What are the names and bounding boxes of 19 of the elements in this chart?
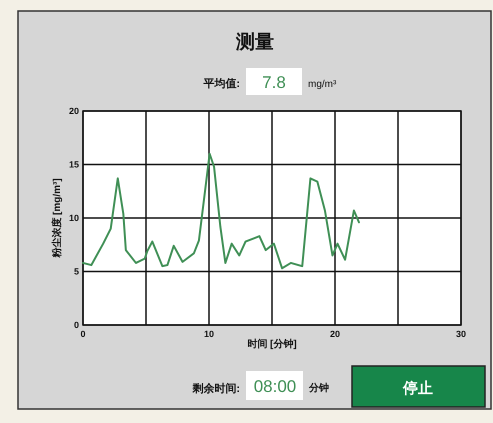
- annotation: 平均值:: [203, 78, 240, 90]
- xlabel: 时间 [分钟]: [247, 339, 297, 350]
- annotation: 剩余时间:: [192, 383, 240, 395]
- ytick: 20: [68, 106, 79, 116]
- xtick: 30: [456, 329, 466, 339]
- title: 测量: [236, 32, 274, 53]
- ylabel: 粉尘浓度 [mg/m³]: [52, 178, 63, 258]
- ytick: 15: [68, 160, 79, 170]
- ytick: 10: [68, 213, 79, 223]
- annotation: 停止: [403, 380, 433, 397]
- xtick: 10: [204, 329, 214, 339]
- xtick: 20: [330, 329, 340, 339]
- annotation: 分钟: [309, 383, 329, 394]
- ytick: 0: [74, 320, 79, 330]
- annotation: 08:00: [254, 377, 296, 396]
- annotation: mg/m³: [308, 79, 336, 90]
- ytick: 5: [74, 266, 79, 276]
- annotation: 7.8: [262, 73, 286, 92]
- xtick: 0: [80, 329, 86, 339]
